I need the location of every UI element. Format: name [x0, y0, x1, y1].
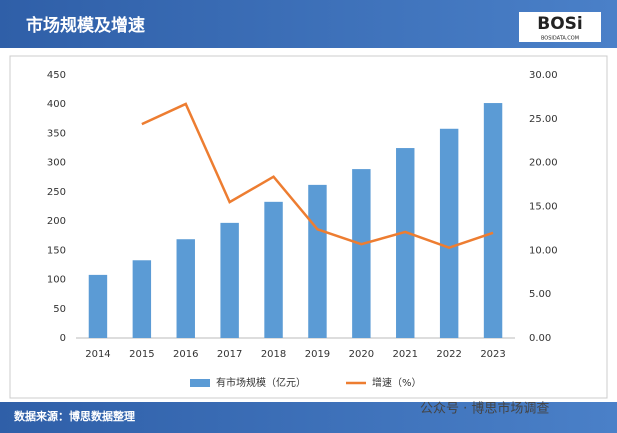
- legend-label: 有市场规模（亿元）: [216, 376, 306, 389]
- y-tick-label: 300: [47, 158, 66, 169]
- y2-tick-label: 10.00: [529, 245, 558, 256]
- y2-tick-label: 5.00: [529, 289, 551, 300]
- y-tick-label: 150: [47, 245, 66, 256]
- x-tick-label: 2020: [349, 349, 374, 360]
- y2-tick-label: 15.00: [529, 202, 558, 213]
- x-tick-label: 2014: [85, 349, 110, 360]
- y-tick-label: 200: [47, 216, 66, 227]
- bar: [88, 274, 108, 338]
- y-tick-label: 100: [47, 275, 66, 286]
- y2-tick-label: 20.00: [529, 158, 558, 169]
- logo: BOSi: [537, 14, 582, 34]
- legend-label: 增速（%）: [372, 376, 422, 389]
- bar: [483, 103, 503, 338]
- x-tick-label: 2019: [305, 349, 330, 360]
- bar: [220, 222, 239, 338]
- bar: [308, 184, 327, 338]
- watermark: 公众号 · 博思市场调查: [420, 401, 549, 417]
- y-tick-label: 50: [53, 304, 66, 315]
- logo-box: [519, 12, 601, 42]
- bar: [396, 148, 415, 338]
- bar: [176, 239, 195, 338]
- x-tick-label: 2022: [436, 349, 461, 360]
- x-tick-label: 2015: [129, 349, 154, 360]
- x-tick-label: 2021: [393, 349, 418, 360]
- logo-sub: BOSIDATA.COM: [541, 36, 579, 42]
- bar: [439, 128, 459, 338]
- x-tick-label: 2023: [480, 349, 505, 360]
- x-tick-label: 2017: [217, 349, 242, 360]
- y-tick-label: 350: [47, 128, 66, 139]
- y-tick-label: 400: [47, 99, 66, 110]
- y2-tick-label: 0.00: [529, 333, 551, 344]
- y2-tick-label: 25.00: [529, 114, 558, 125]
- x-tick-label: 2016: [173, 349, 198, 360]
- header-bar: [0, 0, 617, 48]
- bar: [264, 201, 283, 338]
- x-tick-label: 2018: [261, 349, 286, 360]
- y-tick-label: 250: [47, 187, 66, 198]
- y-tick-label: 450: [47, 70, 66, 81]
- y2-tick-label: 30.00: [529, 70, 558, 81]
- legend-swatch: [190, 379, 210, 387]
- chart-title: 市场规模及增速: [26, 15, 145, 36]
- y-tick-label: 0: [60, 333, 66, 344]
- source: 数据来源：博思数据整理: [14, 409, 135, 423]
- bar: [132, 260, 152, 338]
- footer-bar: [0, 402, 617, 433]
- line: [141, 102, 494, 250]
- bar: [352, 169, 371, 338]
